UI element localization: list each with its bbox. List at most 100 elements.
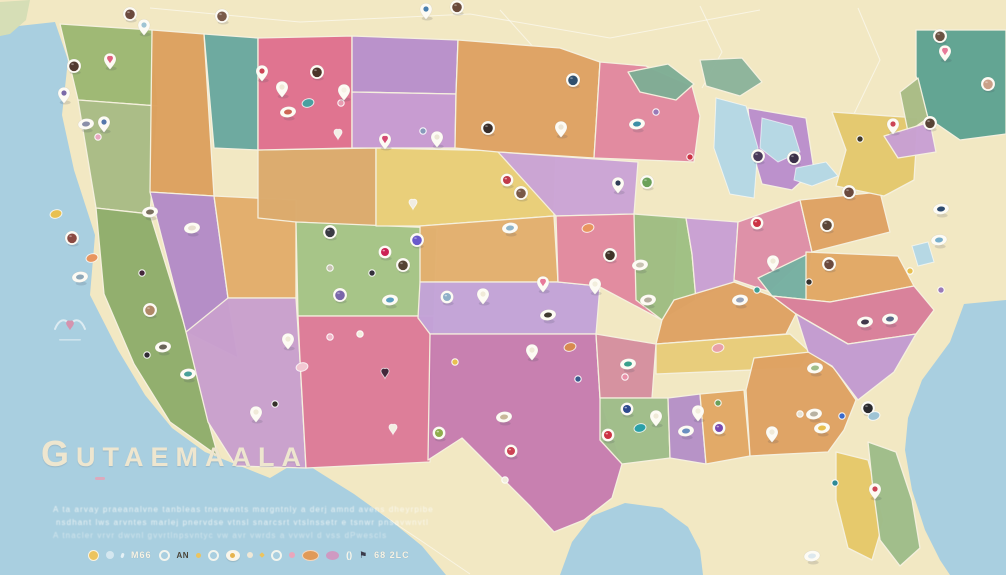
map-pin-oval — [639, 294, 657, 309]
map-pin-gem — [504, 444, 518, 460]
gulf-of-mexico — [560, 503, 703, 575]
state-region — [419, 215, 559, 283]
map-pin-gem — [601, 428, 615, 444]
map-pin-portrait — [142, 302, 158, 319]
map-pin-drop — [255, 64, 269, 83]
state-region — [95, 207, 219, 457]
legend-icon-egg — [226, 549, 241, 561]
legend-icon-coin — [88, 549, 99, 561]
map-pin-portrait — [602, 247, 618, 264]
map-pin-dot — [368, 269, 376, 277]
map-pin-blob — [49, 209, 63, 219]
map-pin-drop — [419, 2, 433, 21]
map-pin-oval — [71, 271, 89, 286]
map-pin-portrait — [332, 287, 348, 304]
legend-label-(): () — [346, 550, 353, 560]
map-pin-portrait — [214, 8, 230, 25]
map-pin-gem — [712, 421, 726, 437]
map-pin-portrait — [786, 150, 802, 167]
map-pin-oval — [141, 206, 159, 221]
map-pin-drop — [765, 425, 779, 444]
legend-label-m66: M66 — [131, 550, 152, 560]
pacific-ocean — [0, 22, 446, 575]
map-title: GUTAEMAALA — [41, 433, 308, 474]
map-pin-dot — [419, 127, 427, 135]
map-pin-blob — [581, 223, 595, 233]
legend-label-an: AN — [176, 550, 190, 560]
map-pin-drop — [137, 18, 151, 37]
map-pin-dot — [326, 264, 334, 272]
lake — [713, 97, 759, 199]
island — [0, 0, 30, 36]
map-pin-portrait — [480, 120, 496, 137]
map-pin-oval — [631, 259, 649, 274]
map-pin-oval — [381, 294, 399, 309]
legend-icon-ring — [208, 549, 220, 561]
map-pin-dot — [326, 333, 334, 341]
map-pin-heart — [388, 423, 398, 436]
map-pin-blob — [633, 423, 647, 433]
map-pin-oval — [932, 203, 950, 218]
map-pin-oval — [628, 118, 646, 133]
map-pin-oval — [803, 550, 821, 565]
map-pin-oval — [731, 294, 749, 309]
map-pin-dot — [501, 476, 509, 484]
map-pin-oval — [179, 368, 197, 383]
map-pin-dot — [831, 479, 839, 487]
legend-icon-dotP — [289, 552, 296, 558]
map-pin-oval — [930, 234, 948, 249]
map-pin-drop — [275, 80, 289, 99]
legend-icon-pale — [106, 551, 114, 559]
state-region — [149, 29, 215, 197]
map-pin-oval — [806, 362, 824, 377]
map-pin-portrait — [922, 115, 938, 132]
map-pin-heartpin — [378, 132, 392, 151]
map-pin-gem — [500, 173, 514, 189]
legend-icon-bloP — [326, 550, 340, 560]
map-pin-dot — [714, 399, 722, 407]
map-pin-portrait — [309, 64, 325, 81]
map-pin-drop — [691, 404, 705, 423]
map-pin-heart — [408, 198, 418, 211]
map-pin-portrait — [821, 256, 837, 273]
map-pin-portrait — [841, 184, 857, 201]
legend-icon-bloO — [302, 549, 320, 561]
state-region — [257, 147, 377, 227]
map-pin-oval — [813, 422, 831, 437]
map-pin-portrait — [449, 0, 465, 16]
map-pin-drop — [525, 343, 539, 362]
state-region — [627, 63, 695, 101]
map-pin-oval — [856, 316, 874, 331]
map-pin-blob — [295, 362, 309, 372]
legend-icon-ring — [158, 549, 170, 561]
legend-icon-tick — [120, 552, 125, 558]
map-pin-portrait — [513, 185, 529, 202]
state-region — [655, 281, 797, 345]
lake — [911, 241, 935, 267]
map-pin-gem — [432, 426, 446, 442]
subtitle-line-1: A ta arvay praeanalvne tanbleas tnerwent… — [53, 505, 434, 514]
map-pin-dot — [805, 278, 813, 286]
border-line — [149, 7, 761, 39]
state-region — [351, 91, 457, 149]
map-pin-dot — [753, 286, 761, 294]
map-pin-dot — [937, 286, 945, 294]
map-pin-oval — [539, 309, 557, 324]
state-region — [915, 29, 1006, 141]
map-pin-dot — [686, 153, 694, 161]
state-region — [297, 315, 435, 469]
legend-label-⚑: ⚑ — [359, 549, 368, 560]
map-pin-oval — [154, 341, 172, 356]
map-pin-heartpin — [103, 52, 117, 71]
map-pin-drop — [281, 332, 295, 351]
legend-icon-tickY — [259, 552, 265, 558]
map-pin-dot — [337, 99, 345, 107]
map-pin-drop — [886, 117, 900, 136]
legend-icon-ring — [271, 549, 283, 561]
subtitle-line-3: A tnacler vrvr dwvnl gvvrtlnpsvntyc vw a… — [53, 531, 388, 540]
border-line — [851, 7, 881, 119]
map-pin-portrait — [932, 28, 948, 45]
map-pin-drop — [476, 287, 490, 306]
state-region — [699, 57, 763, 97]
map-pin-drop — [766, 254, 780, 273]
